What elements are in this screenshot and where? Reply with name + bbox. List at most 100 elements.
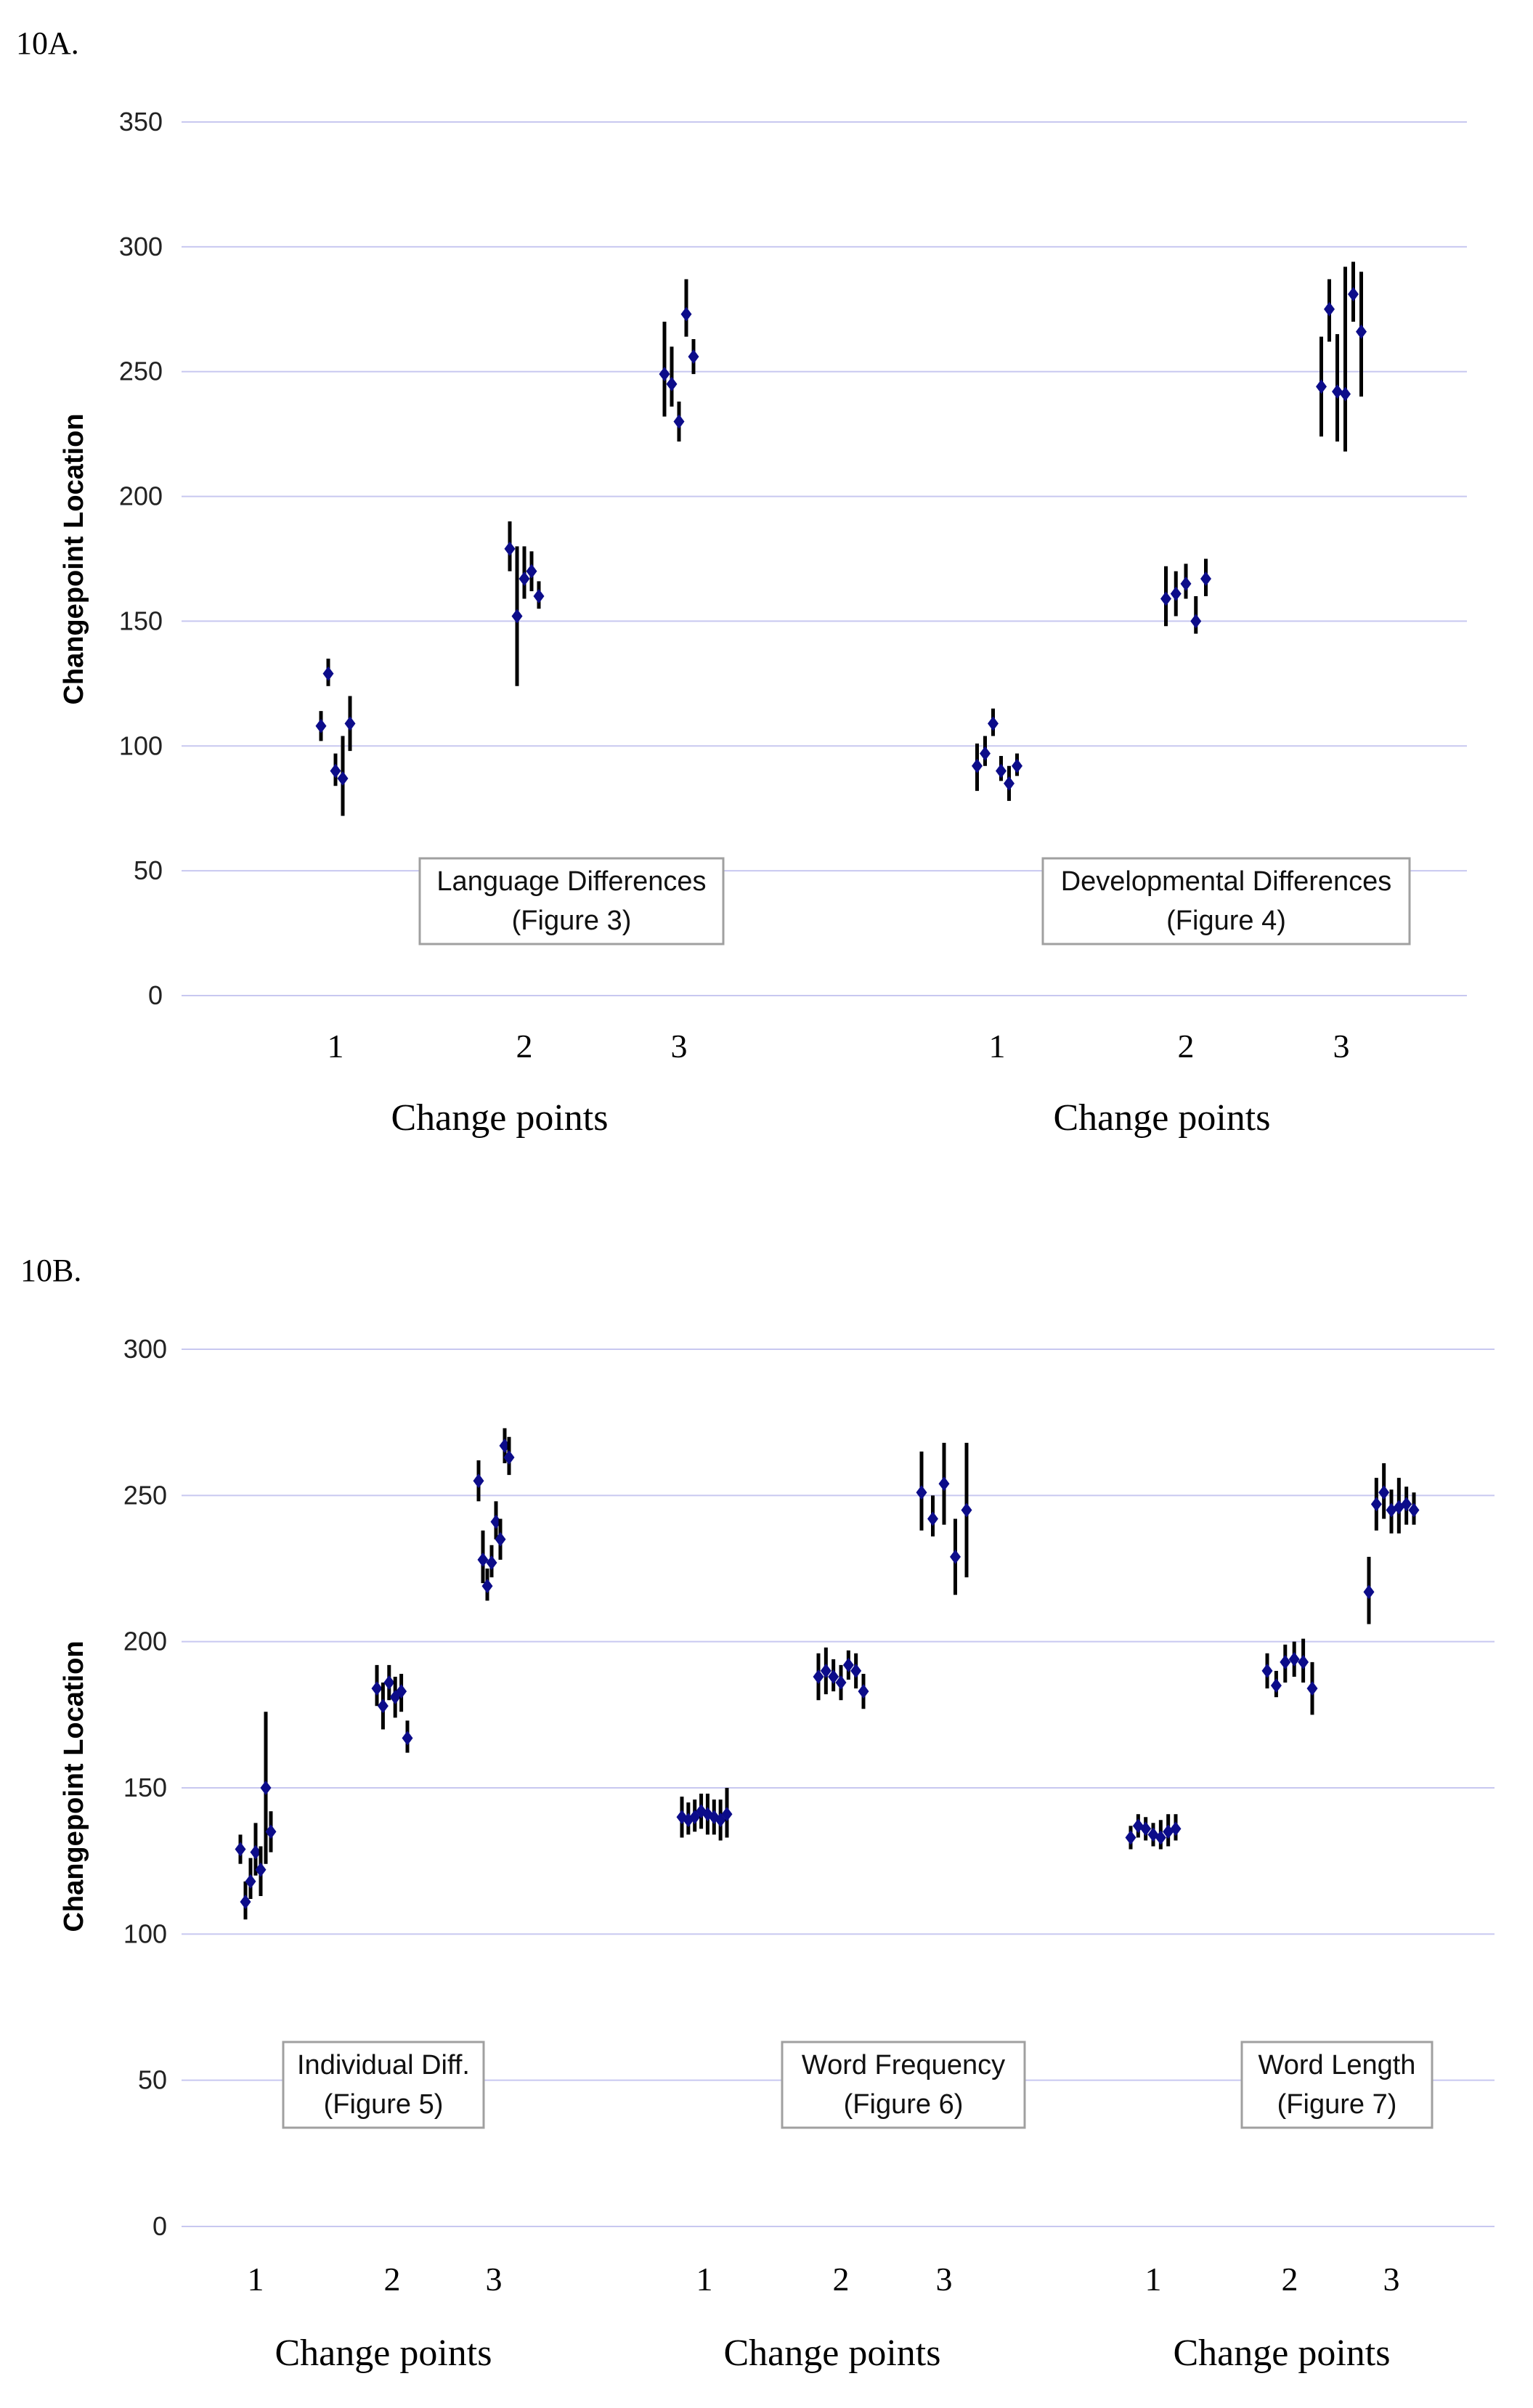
x-tick-label: 2 [1282, 2261, 1298, 2298]
group-label-line: (Figure 3) [512, 906, 632, 936]
data-point-marker [1408, 1502, 1420, 1518]
y-tick-label: 100 [123, 1919, 167, 1948]
data-point-marker [473, 1473, 484, 1489]
panel-10a: 10A. 0 50 100 150 200 250 300 350 Changepoint Loc… [16, 25, 1467, 1139]
x-tick-label: 2 [384, 2261, 401, 2298]
data-point-marker [1340, 386, 1351, 402]
x-axis-label: Change points [1054, 1097, 1271, 1139]
data-point-marker [1200, 571, 1211, 586]
data-point-marker [504, 541, 516, 556]
y-tick-label: 150 [123, 1773, 167, 1802]
data-point-marker [1004, 776, 1014, 791]
data-point-marker [1316, 379, 1327, 394]
data-point-marker [828, 1669, 839, 1684]
x-tick-label: 2 [833, 2261, 850, 2298]
data-point-marker [255, 1862, 267, 1877]
data-point-marker [1378, 1485, 1390, 1500]
data-point-marker [533, 589, 545, 604]
data-point-marker [260, 1781, 272, 1795]
data-point-marker [1288, 1651, 1300, 1667]
y-tick-label: 50 [138, 2065, 167, 2095]
data-point-marker [850, 1663, 862, 1678]
x-axis-label: Change points [391, 1097, 609, 1139]
data-point-marker [315, 718, 327, 733]
x-tick-label: 2 [516, 1028, 533, 1065]
group-label-box [781, 2041, 1026, 2129]
data-point-marker [916, 1485, 927, 1500]
data-point-marker [377, 1699, 389, 1714]
x-tick-label: 3 [1333, 1028, 1350, 1065]
group-2: Word Frequency (Figure 6) 1 2 3 Change points [676, 1442, 1026, 2374]
x-axis-label: Change points [275, 2332, 492, 2374]
data-point-marker [402, 1730, 413, 1746]
data-point-marker [927, 1511, 938, 1526]
data-point-marker [240, 1895, 251, 1910]
group-label-box [1240, 2041, 1434, 2129]
x-tick-label: 1 [328, 1028, 344, 1065]
data-point-marker [396, 1684, 407, 1699]
group-label-line: (Figure 6) [844, 2089, 964, 2120]
y-tick-label: 250 [123, 1480, 167, 1510]
data-point-marker [1332, 384, 1343, 399]
data-point-marker [813, 1669, 824, 1684]
data-point-marker [1370, 1497, 1382, 1512]
data-point-marker [1270, 1678, 1282, 1693]
data-point-marker [842, 1657, 854, 1672]
data-point-marker [858, 1684, 869, 1699]
group-label-line: (Figure 4) [1166, 906, 1286, 936]
data-point-marker [481, 1579, 493, 1594]
data-point-marker [1160, 591, 1171, 606]
data-point-marker [820, 1663, 831, 1678]
x-axis-label: Change points [724, 2332, 941, 2374]
data-point-marker [1401, 1497, 1412, 1512]
y-tick-label: 0 [148, 980, 163, 1010]
data-point-marker [1125, 1830, 1136, 1845]
x-tick-label: 3 [486, 2261, 503, 2298]
panel-label: 10B. [20, 1253, 81, 1288]
y-tick-label: 200 [119, 481, 163, 511]
data-point-marker [1298, 1654, 1309, 1669]
data-point-marker [235, 1842, 246, 1857]
data-point-marker [1180, 576, 1192, 591]
data-point-marker [1306, 1681, 1318, 1696]
y-tick-label: 350 [119, 107, 163, 137]
y-tick-label: 300 [123, 1334, 167, 1364]
data-point-marker [477, 1552, 489, 1567]
group-label-line: (Figure 7) [1277, 2089, 1397, 2120]
data-point-marker [1140, 1821, 1152, 1836]
x-tick-label: 1 [248, 2261, 264, 2298]
data-point-marker [383, 1675, 395, 1691]
x-tick-label: 1 [989, 1028, 1006, 1065]
data-point-marker [250, 1844, 261, 1860]
data-point-marker [1324, 301, 1335, 317]
group-2: Developmental Differences (Figure 4) 1 2 3 Ch… [972, 261, 1411, 1139]
x-tick-label: 1 [696, 2261, 713, 2298]
data-point-marker [1170, 586, 1182, 601]
data-point-marker [950, 1549, 961, 1564]
y-tick-label: 200 [123, 1627, 167, 1656]
group-label-line: Word Length [1258, 2050, 1416, 2080]
data-point-marker [972, 758, 983, 773]
y-tick-label: 300 [119, 232, 163, 261]
data-point-marker [265, 1824, 277, 1839]
data-point-marker [1155, 1830, 1166, 1845]
data-point-marker [680, 306, 692, 322]
data-point-marker [988, 716, 999, 731]
group-label-box [282, 2041, 485, 2129]
data-point-marker [503, 1449, 515, 1465]
data-point-marker [938, 1476, 950, 1492]
group-3: Word Length (Figure 7) 1 2 3 Change points [1125, 1463, 1434, 2374]
x-tick-label: 2 [1178, 1028, 1195, 1065]
group-1: Language Differences (Figure 3) 1 2 3 Change … [315, 279, 725, 1139]
data-point-marker [519, 571, 530, 586]
data-point-marker [371, 1681, 383, 1696]
y-tick-label: 150 [119, 606, 163, 635]
y-axis-label: Changepoint Location [59, 1640, 89, 1932]
data-point-marker [688, 349, 699, 365]
data-point-marker [330, 763, 341, 778]
group-label-box [418, 857, 725, 945]
group-label-line: Word Frequency [802, 2050, 1005, 2080]
group-label-line: Individual Diff. [297, 2050, 470, 2080]
x-tick-label: 3 [671, 1028, 688, 1065]
